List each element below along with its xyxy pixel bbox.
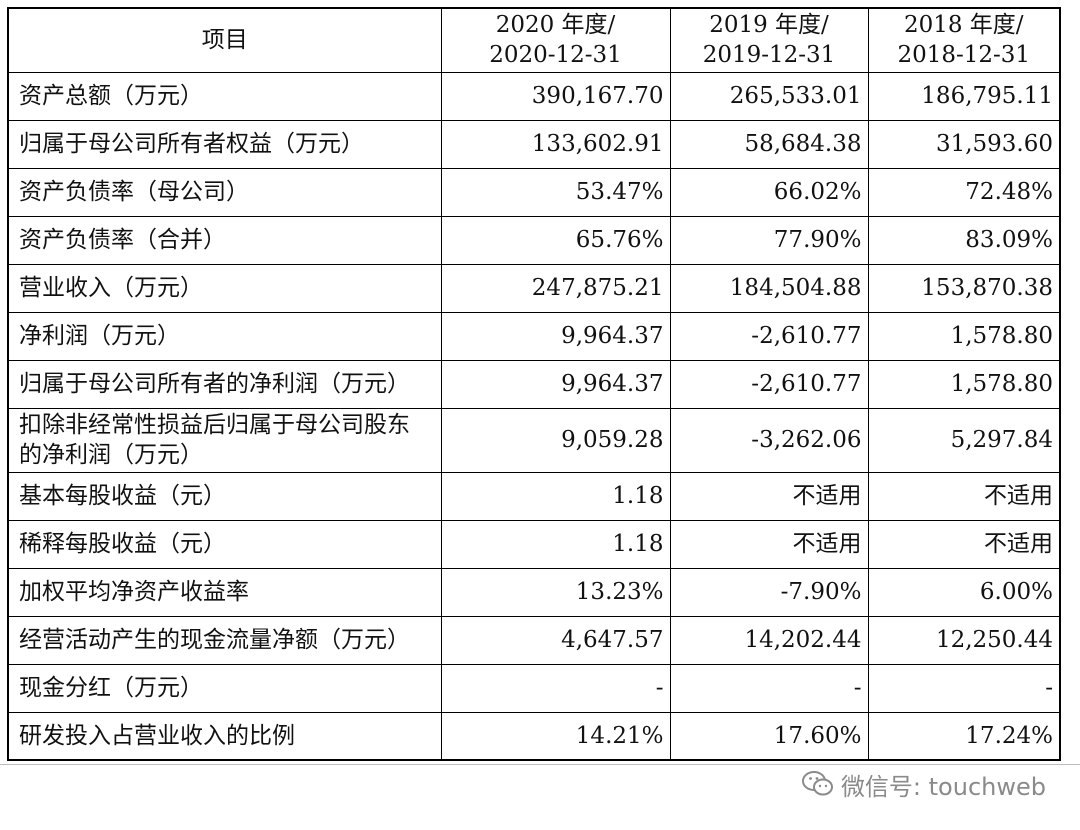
wechat-watermark: 微信号: touchweb: [801, 764, 1046, 804]
table-row: 资产总额（万元） 390,167.70 265,533.01 186,795.1…: [7, 71, 1061, 121]
row-label: 经营活动产生的现金流量净额（万元）: [7, 615, 442, 665]
value-2019: 17.60%: [669, 711, 869, 761]
value-2018: 1,578.80: [867, 311, 1061, 361]
value-2020: 4,647.57: [440, 615, 671, 665]
header-2018: 2018 年度/ 2018-12-31: [867, 7, 1061, 73]
table-row: 资产负债率（合并） 65.76% 77.90% 83.09%: [7, 215, 1061, 265]
value-2018: 不适用: [867, 519, 1061, 569]
table-row: 现金分红（万元） - - -: [7, 663, 1061, 713]
wechat-icon: [801, 771, 833, 796]
table-row: 净利润（万元） 9,964.37 -2,610.77 1,578.80: [7, 311, 1061, 361]
header-2020: 2020 年度/ 2020-12-31: [440, 7, 671, 73]
header-item: 项目: [7, 7, 442, 73]
value-2019: 58,684.38: [669, 119, 869, 169]
watermark-text: 微信号: touchweb: [840, 772, 1046, 801]
value-2019: 不适用: [669, 519, 869, 569]
value-2020: 133,602.91: [440, 119, 671, 169]
value-2018: 83.09%: [867, 215, 1061, 265]
row-label: 归属于母公司所有者的净利润（万元）: [7, 359, 442, 409]
value-2019: 77.90%: [669, 215, 869, 265]
value-2018: 5,297.84: [867, 407, 1061, 473]
table-row: 扣除非经常性损益后归属于母公司股东的净利润（万元） 9,059.28 -3,26…: [7, 407, 1061, 473]
value-2018: -: [867, 663, 1061, 713]
header-2019: 2019 年度/ 2019-12-31: [669, 7, 869, 73]
row-label: 资产负债率（母公司）: [7, 167, 442, 217]
value-2019: 66.02%: [669, 167, 869, 217]
row-label: 基本每股收益（元）: [7, 471, 442, 521]
table-row: 经营活动产生的现金流量净额（万元） 4,647.57 14,202.44 12,…: [7, 615, 1061, 665]
value-2020: 1.18: [440, 519, 671, 569]
value-2020: 65.76%: [440, 215, 671, 265]
value-2020: 13.23%: [440, 567, 671, 617]
value-2018: 1,578.80: [867, 359, 1061, 409]
row-label: 营业收入（万元）: [7, 263, 442, 313]
value-2019: -2,610.77: [669, 311, 869, 361]
value-2019: -: [669, 663, 869, 713]
row-label: 现金分红（万元）: [7, 663, 442, 713]
row-label: 资产总额（万元）: [7, 71, 442, 121]
value-2020: 390,167.70: [440, 71, 671, 121]
value-2019: -7.90%: [669, 567, 869, 617]
value-2019: -2,610.77: [669, 359, 869, 409]
financial-summary-table: 项目 2020 年度/ 2020-12-31 2019 年度/ 2019-12-…: [7, 7, 1061, 761]
value-2018: 不适用: [867, 471, 1061, 521]
value-2020: 1.18: [440, 471, 671, 521]
value-2018: 12,250.44: [867, 615, 1061, 665]
value-2019: 14,202.44: [669, 615, 869, 665]
value-2019: 265,533.01: [669, 71, 869, 121]
table-header-row: 项目 2020 年度/ 2020-12-31 2019 年度/ 2019-12-…: [7, 7, 1061, 73]
table-row: 研发投入占营业收入的比例 14.21% 17.60% 17.24%: [7, 711, 1061, 761]
value-2018: 17.24%: [867, 711, 1061, 761]
divider: [0, 764, 1080, 765]
value-2018: 153,870.38: [867, 263, 1061, 313]
value-2018: 31,593.60: [867, 119, 1061, 169]
value-2020: 9,964.37: [440, 359, 671, 409]
row-label: 归属于母公司所有者权益（万元）: [7, 119, 442, 169]
row-label: 加权平均净资产收益率: [7, 567, 442, 617]
value-2018: 72.48%: [867, 167, 1061, 217]
table-row: 资产负债率（母公司） 53.47% 66.02% 72.48%: [7, 167, 1061, 217]
value-2019: 184,504.88: [669, 263, 869, 313]
value-2020: -: [440, 663, 671, 713]
row-label: 研发投入占营业收入的比例: [7, 711, 442, 761]
table-row: 加权平均净资产收益率 13.23% -7.90% 6.00%: [7, 567, 1061, 617]
table-row: 营业收入（万元） 247,875.21 184,504.88 153,870.3…: [7, 263, 1061, 313]
row-label: 净利润（万元）: [7, 311, 442, 361]
row-label: 稀释每股收益（元）: [7, 519, 442, 569]
value-2020: 9,964.37: [440, 311, 671, 361]
value-2020: 9,059.28: [440, 407, 671, 473]
table-row: 基本每股收益（元） 1.18 不适用 不适用: [7, 471, 1061, 521]
value-2020: 53.47%: [440, 167, 671, 217]
row-label: 扣除非经常性损益后归属于母公司股东的净利润（万元）: [7, 407, 442, 473]
table-row: 稀释每股收益（元） 1.18 不适用 不适用: [7, 519, 1061, 569]
value-2020: 14.21%: [440, 711, 671, 761]
row-label: 资产负债率（合并）: [7, 215, 442, 265]
value-2018: 6.00%: [867, 567, 1061, 617]
table-row: 归属于母公司所有者的净利润（万元） 9,964.37 -2,610.77 1,5…: [7, 359, 1061, 409]
value-2019: -3,262.06: [669, 407, 869, 473]
table-row: 归属于母公司所有者权益（万元） 133,602.91 58,684.38 31,…: [7, 119, 1061, 169]
value-2020: 247,875.21: [440, 263, 671, 313]
value-2018: 186,795.11: [867, 71, 1061, 121]
value-2019: 不适用: [669, 471, 869, 521]
